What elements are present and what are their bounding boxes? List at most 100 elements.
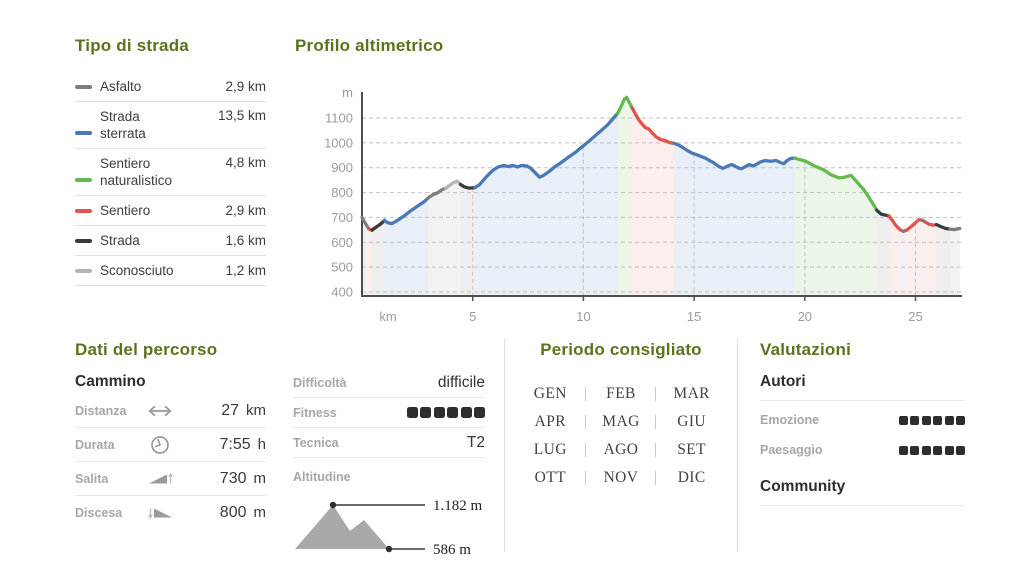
route-row: Discesa 800 m [75, 496, 266, 529]
legend-item-value: 2,9 km [225, 203, 266, 218]
route-row-unit: m [253, 503, 267, 521]
profile-segment-sterrata [382, 196, 431, 226]
profile-segment-sentiero [904, 218, 924, 232]
difficulty-panel: Difficoltà difficile Fitness Tecnica T2 Alti… [293, 368, 485, 561]
legend-swatch [75, 131, 92, 135]
route-row-unit: h [257, 435, 266, 453]
route-row: Salita 730 m [75, 462, 266, 496]
rating-dot [898, 445, 908, 455]
road-types-title: Tipo di strada [75, 36, 189, 55]
legend-item-value: 13,5 km [217, 108, 266, 123]
area-fill-asfalto [903, 230, 907, 296]
legend-item-label: Sentiero [100, 203, 151, 218]
month-lug: LUG [515, 436, 586, 464]
y-tick-label: 700 [331, 210, 353, 225]
legend-item: Sconosciuto 1,2 km [75, 256, 266, 286]
rating-dot [933, 445, 942, 455]
area-fill-sentiero [925, 222, 937, 296]
x-tick-label: 5 [469, 309, 476, 324]
month-set: SET [677, 441, 707, 458]
month-gen: GEN [515, 380, 586, 408]
y-tick-label: 800 [331, 185, 353, 200]
profile-segment-asfalto [360, 215, 371, 231]
profile-segment-asfalto [426, 186, 448, 200]
area-fill-strada [936, 224, 950, 296]
rating-row-label: Emozione [760, 413, 820, 427]
elevation-chart: 400 500 600 700 800 900 1000 1100 m 5 10 15 20 25 km [324, 85, 962, 324]
area-fills [362, 97, 960, 297]
area-fill-sentiero [368, 228, 372, 296]
mountain-icon: 1.182 m 586 m [295, 498, 483, 558]
route-row-label: Salita [75, 471, 109, 486]
profile-segment-sentiero [923, 220, 939, 227]
spec-row-label: Tecnica [293, 435, 339, 450]
legend-item-label: Strada sterrata [100, 109, 146, 141]
ratings-title: Valutazioni [760, 340, 851, 359]
profile-segment-strada [458, 182, 477, 190]
spec-rows: Difficoltà difficile Fitness Tecnica T2 [293, 368, 485, 458]
profile-segment-naturalistico [616, 95, 634, 115]
rating-dot [910, 415, 919, 425]
rating-dot [933, 415, 942, 425]
rating-row: Paesaggio [760, 435, 965, 465]
rating-dot [447, 407, 458, 418]
legend-item-label: Strada [100, 233, 140, 248]
rating-dot [921, 445, 931, 455]
profile-segment-sterrata [672, 141, 797, 171]
legend-item-value: 2,9 km [225, 79, 266, 94]
profile-segment-strada [875, 208, 891, 218]
altitude-label: Altitudine [293, 470, 351, 484]
legend-item: Asfalto 2,9 km [75, 72, 266, 102]
spec-row: Difficoltà difficile [293, 368, 485, 398]
route-row-number: 800 [219, 503, 247, 521]
month-grid: GEN FEB MAR APR MAG GIU LUG AGO SET OTT NOV DIC [515, 380, 727, 492]
month-apr: APR [515, 408, 586, 436]
axes: 5 10 15 20 25 km [361, 92, 962, 324]
ascent-icon [141, 471, 179, 486]
profile-segment-sconosciuto [444, 179, 463, 190]
spec-row-value: difficile [437, 373, 485, 391]
spec-row-label: Fitness [293, 405, 337, 420]
area-fill-sentiero [632, 107, 675, 297]
recommended-period-panel: Periodo consigliato GEN FEB MAR APR MAG GIU LU… [515, 340, 727, 492]
area-fill-asfalto [428, 188, 446, 296]
y-tick-label: 900 [331, 160, 353, 175]
descent-icon [141, 505, 179, 520]
month-mag: MAG [586, 408, 657, 436]
y-axis-unit: m [342, 85, 353, 100]
area-fill-strada [460, 184, 475, 296]
column-divider [504, 338, 505, 552]
road-type-list: Asfalto 2,9 km Strada sterrata 13,5 km Sentie… [75, 72, 266, 286]
route-row-value: 730 m [179, 470, 266, 488]
altitude-figure: 1.182 m 586 m [293, 492, 485, 561]
x-tick-label: 15 [687, 309, 701, 324]
area-fill-sterrata [674, 143, 795, 296]
route-row-number: 730 [219, 469, 247, 487]
x-tick-label: 25 [908, 309, 922, 324]
area-fill-strada [371, 220, 385, 296]
route-row-label: Distanza [75, 403, 127, 418]
legend-swatch [75, 178, 92, 182]
legend-item: Strada 1,6 km [75, 226, 266, 256]
y-tick-label: 1000 [324, 135, 353, 150]
fitness-dots [406, 407, 485, 418]
rating-dot [460, 407, 472, 418]
route-data-title: Dati del percorso [75, 340, 218, 359]
route-row-label: Discesa [75, 505, 123, 520]
area-fill-asfalto [949, 228, 960, 296]
area-fill-naturalistico [794, 158, 877, 296]
profile-segment-strada [934, 222, 952, 231]
month-giu: GIU [677, 413, 707, 430]
legend-item: Sentiero 2,9 km [75, 196, 266, 226]
elevation-profile-panel: Profilo altimetrico 400 500 600 700 800 900 10… [295, 36, 975, 324]
legend-item-value: 1,2 km [225, 263, 266, 278]
gridlines: 400 500 600 700 800 900 1000 1100 m [324, 85, 962, 300]
route-row-unit: m [253, 469, 267, 487]
route-data-panel: Dati del percorso Cammino Distanza 27 km Du… [75, 340, 266, 529]
x-tick-label: 20 [798, 309, 812, 324]
profile-segment-strada [370, 218, 387, 232]
y-tick-label: 1100 [325, 111, 353, 126]
legend-item-label: Asfalto [100, 79, 142, 94]
route-rows: Distanza 27 km Durata 7:55 h Salita 730 m Discesa… [75, 394, 266, 529]
legend-item: Sentiero naturalistico 4,8 km [75, 149, 266, 196]
